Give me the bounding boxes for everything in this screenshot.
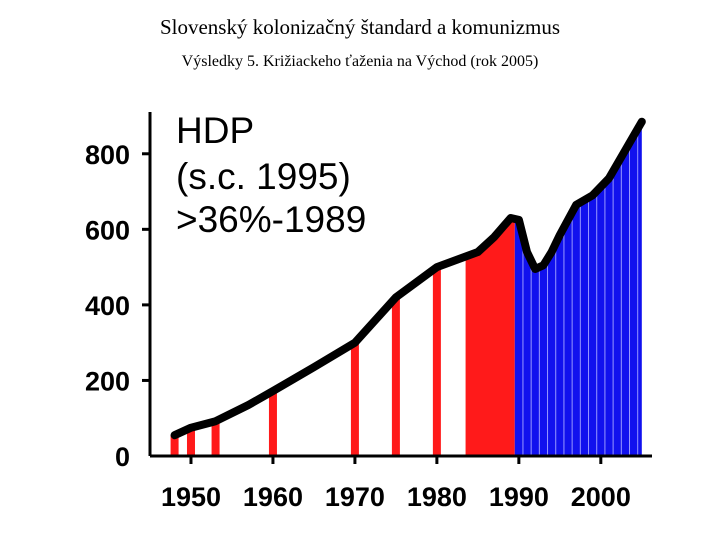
y-ticks: 0 200 400 600 800 [85, 140, 150, 472]
gdp-line [170, 117, 646, 440]
x-tick-label: 2000 [571, 482, 631, 512]
red-bar-1953 [211, 421, 220, 456]
y-tick-label: 200 [85, 366, 130, 396]
x-tick-label: 1980 [407, 482, 467, 512]
x-tick-label: 1960 [243, 482, 303, 512]
x-tick-label: 1970 [325, 482, 385, 512]
annotation-line-1: HDP [176, 110, 254, 151]
red-bar-1948 [170, 435, 179, 456]
red-area-fill [465, 218, 515, 456]
blue-area-fill [514, 121, 642, 456]
red-bar-1970 [350, 342, 359, 456]
red-bar-1950 [186, 427, 195, 456]
y-tick-label: 800 [85, 140, 130, 170]
red-bar-1980 [432, 267, 441, 456]
y-tick-label: 600 [85, 215, 130, 245]
x-ticks: 1950 1960 1970 1980 1990 2000 [161, 456, 631, 512]
chart-annotation: HDP (s.c. 1995) >36%-1989 [176, 110, 366, 240]
red-bars [170, 267, 441, 456]
annotation-line-3: >36%-1989 [176, 199, 366, 240]
red-bar-1975 [391, 297, 400, 456]
y-tick-label: 400 [85, 291, 130, 321]
x-tick-label: 1990 [489, 482, 549, 512]
annotation-line-2: (s.c. 1995) [176, 156, 351, 197]
y-tick-label: 0 [115, 442, 130, 472]
blue-area-stripes [522, 132, 639, 456]
slide-subtitle: Výsledky 5. Križiackeho ťaženia na Výcho… [181, 53, 539, 70]
red-bar-1960 [268, 391, 277, 456]
slide-title: Slovenský kolonizačný štandard a komuniz… [159, 15, 561, 39]
x-tick-label: 1950 [161, 482, 221, 512]
